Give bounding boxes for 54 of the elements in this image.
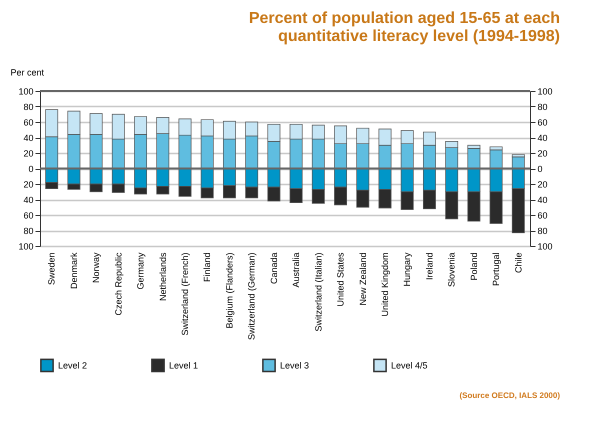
x-tick-label: Netherlands bbox=[158, 252, 168, 302]
x-tick-label: Poland bbox=[468, 252, 479, 281]
y-tick-label: 80 bbox=[23, 226, 34, 236]
y-tick-label: 0 bbox=[28, 164, 34, 174]
x-tick-label: Chile bbox=[513, 252, 524, 274]
x-tick-label: Switzerland (Italian) bbox=[313, 252, 324, 332]
x-tick-label: Sweden bbox=[46, 252, 57, 286]
y2-tick-label: 60 bbox=[538, 118, 548, 128]
y2-tick-label: 40 bbox=[538, 133, 548, 143]
y2-tick-label: 100 bbox=[538, 242, 553, 252]
y-tick-label: 60 bbox=[23, 118, 34, 128]
y2-tick-label: 80 bbox=[538, 226, 548, 236]
y-tick-label: 40 bbox=[23, 195, 34, 205]
x-tick-label: Portugal bbox=[491, 252, 502, 286]
y2-tick-label: 40 bbox=[538, 195, 548, 205]
y-tick-label: 20 bbox=[23, 148, 34, 158]
text: Percent of population aged 15-65 at each bbox=[248, 10, 560, 27]
x-tick-label: Slovenia bbox=[446, 252, 457, 288]
x-tick-label: Australia bbox=[291, 252, 302, 288]
legend-label: Level 4/5 bbox=[391, 360, 428, 370]
x-tick-label: Czech Republic bbox=[113, 252, 124, 316]
y2-tick-label: 60 bbox=[538, 210, 548, 220]
y-axis-title: Per cent bbox=[10, 68, 45, 78]
x-tick-label: Belgium (Flanders) bbox=[224, 252, 234, 329]
y-tick-label: 100 bbox=[18, 242, 34, 252]
y-tick-label: 20 bbox=[23, 180, 34, 190]
x-tick-label: Switzerland (French) bbox=[180, 252, 190, 336]
x-tick-label: New Zealand bbox=[358, 252, 368, 306]
x-tick-label: Switzerland (German) bbox=[246, 252, 257, 340]
text: quantitative literacy level (1994-1998) bbox=[278, 28, 560, 45]
x-tick-label: Canada bbox=[268, 252, 279, 284]
y2-tick-label: 20 bbox=[538, 148, 548, 158]
bar bbox=[467, 148, 480, 169]
y2-tick-label: 20 bbox=[538, 180, 548, 190]
x-tick-label: Denmark bbox=[68, 252, 79, 290]
y-tick-label: 80 bbox=[23, 102, 34, 112]
x-tick-label: United States bbox=[336, 252, 346, 307]
legend-label: Level 3 bbox=[280, 360, 310, 370]
legend-label: Level 1 bbox=[169, 360, 198, 370]
y-tick-label: 40 bbox=[23, 133, 34, 143]
x-tick-label: Hungary bbox=[402, 252, 412, 287]
y2-tick-label: 100 bbox=[538, 86, 553, 96]
bar bbox=[490, 150, 503, 169]
x-tick-label: Finland bbox=[202, 252, 212, 282]
y-tick-label: 60 bbox=[23, 210, 34, 220]
legend-label: Level 2 bbox=[58, 360, 88, 370]
x-tick-label: Norway bbox=[91, 252, 102, 284]
x-tick-label: Germany bbox=[136, 252, 146, 290]
text: (Source OECD, IALS 2000) bbox=[460, 391, 560, 400]
x-tick-label: Ireland bbox=[424, 252, 434, 280]
y-tick-label: 100 bbox=[18, 86, 34, 96]
x-tick-label: United Kingdom bbox=[380, 252, 390, 317]
y2-tick-label: 0 bbox=[538, 164, 543, 174]
y2-tick-label: 80 bbox=[538, 102, 548, 112]
